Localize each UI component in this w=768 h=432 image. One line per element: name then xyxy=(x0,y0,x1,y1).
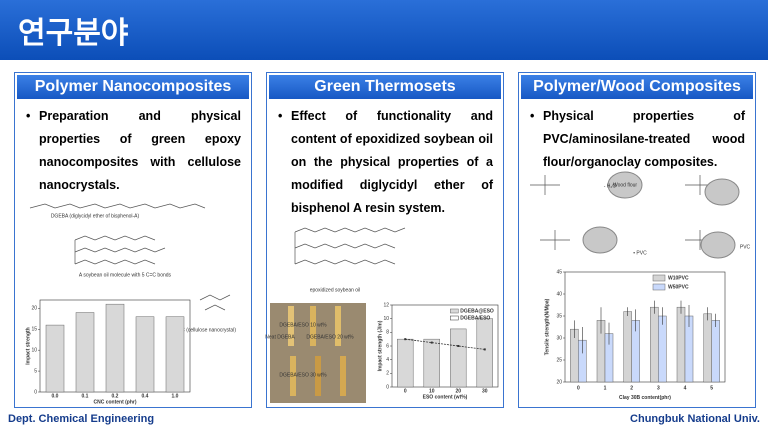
footer-left: Dept. Chemical Engineering xyxy=(8,413,155,425)
figure-label: DGEBA (diglycidyl ether of bisphenol-A) xyxy=(51,213,140,219)
y-tick-label: 8 xyxy=(386,330,389,336)
legend-swatch xyxy=(450,308,459,314)
x-tick-label: 10 xyxy=(429,388,435,394)
legend-label: W10PVC xyxy=(668,275,689,281)
header: 연구분야 xyxy=(0,0,768,60)
y-tick-label: 12 xyxy=(383,302,389,308)
x-tick-label: 0.4 xyxy=(142,393,149,399)
y-tick-label: 4 xyxy=(386,357,389,363)
bar xyxy=(476,318,493,388)
x-axis-label: ESO content (wt%) xyxy=(423,395,468,401)
x-tick-label: 1.0 xyxy=(172,393,179,399)
y-tick-label: 40 xyxy=(556,291,562,297)
figure-label: A soybean oil molecule with 5 C=C bonds xyxy=(79,272,172,278)
panel-title: Polymer Nanocomposites xyxy=(17,75,249,99)
panel: Polymer Nanocomposites Preparation and ph… xyxy=(14,72,252,408)
x-tick-label: 0 xyxy=(577,385,580,391)
y-tick-label: 45 xyxy=(556,269,562,275)
bullet: Physical properties of PVC/aminosilane-t… xyxy=(530,105,745,174)
line-point xyxy=(457,345,460,347)
figure-label: PVC xyxy=(740,244,751,250)
x-axis-label: Clay 30B content(phr) xyxy=(619,395,671,401)
x-tick-label: 0 xyxy=(404,388,407,394)
y-axis-label: Impact strength xyxy=(25,327,31,365)
y-tick-label: 30 xyxy=(556,335,562,341)
footer-right: Chungbuk National Univ. xyxy=(630,413,760,425)
panel-title: Green Thermosets xyxy=(269,75,501,99)
figure-label: Wood flour xyxy=(613,182,637,188)
y-tick-label: 0 xyxy=(34,389,37,395)
figure-label: • PVC xyxy=(633,250,647,256)
figure-label: - H₂O xyxy=(604,183,617,189)
figure-label: DGEBA/ESO 30 wt% xyxy=(279,372,327,378)
legend-swatch xyxy=(450,315,459,321)
x-tick-label: 0.1 xyxy=(82,393,89,399)
x-axis-label: CNC content (phr) xyxy=(93,400,136,406)
plot-frame xyxy=(564,271,726,383)
x-tick-label: 5 xyxy=(710,385,713,391)
figure-label: DGEBA/ESO 20 wt% xyxy=(306,334,354,340)
bar xyxy=(75,312,95,393)
line-point xyxy=(483,348,486,351)
x-tick-label: 20 xyxy=(455,388,461,394)
photos xyxy=(270,303,366,403)
legend-swatch xyxy=(652,283,666,291)
y-tick-label: 5 xyxy=(34,368,37,374)
y-tick-label: 15 xyxy=(31,327,37,333)
bar xyxy=(397,338,414,388)
y-tick-label: 10 xyxy=(31,348,37,354)
figure-label: DGEBA/ESO 10 wt% xyxy=(279,322,327,328)
legend-label: DGEBA@ESO xyxy=(460,308,494,314)
y-tick-label: 0 xyxy=(386,384,389,390)
legend-swatch xyxy=(652,274,666,282)
bullet: Preparation and physical properties of g… xyxy=(26,105,241,197)
bar xyxy=(658,315,667,383)
bar xyxy=(703,313,712,383)
figure-label: Neat DGEBA xyxy=(265,334,295,340)
y-tick-label: 35 xyxy=(556,313,562,319)
bullet: Effect of functionality and content of e… xyxy=(278,105,493,220)
bar xyxy=(135,316,155,393)
legend-label: W50PVC xyxy=(668,284,689,290)
y-axis-label: Tensile strength(N/Mpa) xyxy=(544,298,550,355)
bar xyxy=(45,324,65,393)
x-tick-label: 30 xyxy=(482,388,488,394)
bar xyxy=(623,311,632,383)
y-tick-label: 10 xyxy=(383,316,389,322)
header-title: 연구분야 xyxy=(18,17,129,50)
x-tick-label: 2 xyxy=(630,385,633,391)
bar xyxy=(423,338,440,388)
bar xyxy=(650,306,659,383)
x-tick-label: 4 xyxy=(684,385,687,391)
bar xyxy=(105,303,125,393)
line-point xyxy=(430,341,433,344)
y-tick-label: 6 xyxy=(386,343,389,349)
y-tick-label: 25 xyxy=(556,357,562,363)
legend-label: DGEBA/ESO xyxy=(460,315,490,321)
x-tick-label: 0.0 xyxy=(52,393,59,399)
bar xyxy=(165,316,185,393)
bar xyxy=(676,306,686,383)
y-axis-label: Impact strength (J/m) xyxy=(377,320,383,371)
structures xyxy=(29,175,715,311)
bar xyxy=(711,320,720,383)
y-tick-label: 20 xyxy=(556,379,562,385)
line-point xyxy=(404,338,407,341)
x-tick-label: 1 xyxy=(604,385,607,391)
figure-label: CNC (cellulose nanocrystal) xyxy=(174,327,236,333)
figure-label: epoxidized soybean oil xyxy=(310,287,361,293)
line xyxy=(405,338,485,350)
panel-title: Polymer/Wood Composites xyxy=(521,75,753,99)
bar xyxy=(450,328,467,388)
x-tick-label: 0.2 xyxy=(112,393,119,399)
y-tick-label: 20 xyxy=(31,306,37,312)
wood-particles xyxy=(582,171,740,259)
x-tick-label: 3 xyxy=(657,385,660,391)
y-tick-label: 2 xyxy=(386,371,389,377)
